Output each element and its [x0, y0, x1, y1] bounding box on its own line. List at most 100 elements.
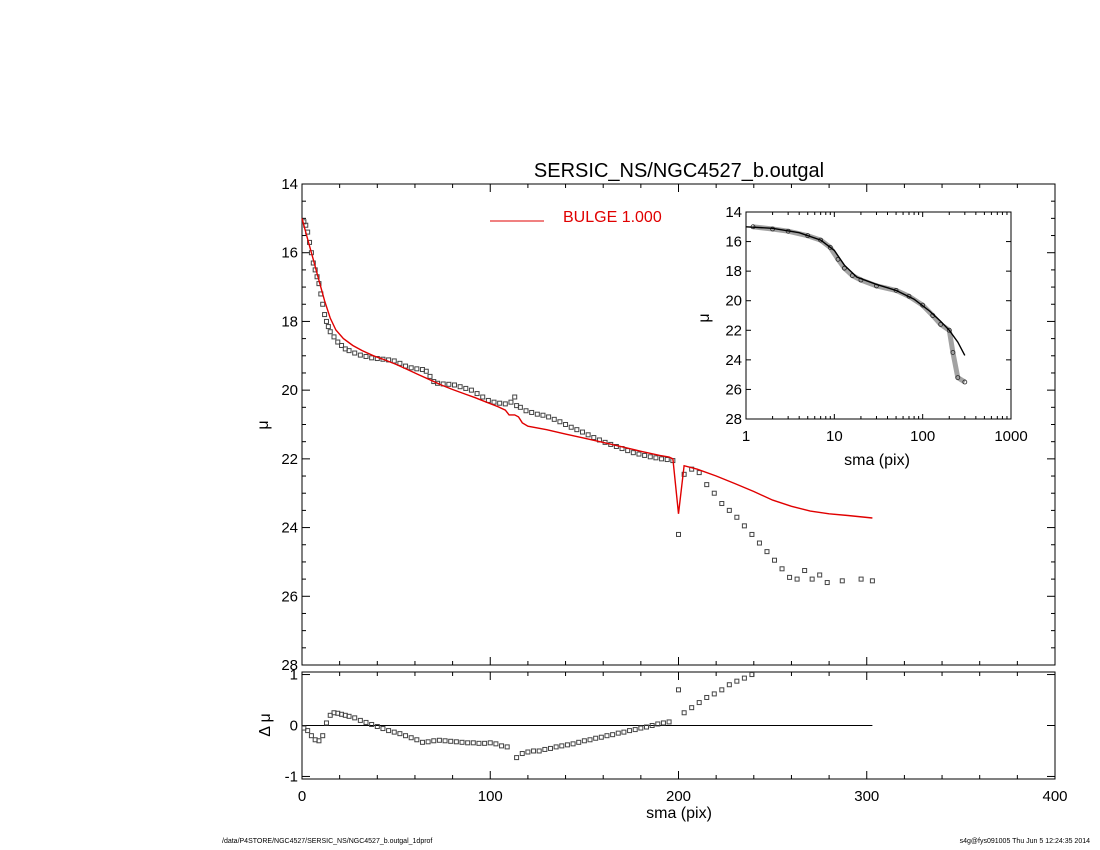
residual-data-point	[696, 700, 702, 706]
main-profile-panel: SERSIC_NS/NGC4527_b.outgal 14 16 18 20 22 24 2…	[255, 160, 1056, 674]
main-y-tick-label: 20	[281, 382, 298, 399]
residual-data-point	[519, 751, 525, 757]
residual-data-point	[681, 710, 687, 716]
main-data-point	[423, 368, 429, 374]
main-y-tick-label: 18	[281, 313, 298, 330]
inset-log-panel: 1 10 100 1000 14 16 18 20 22 24 26 28 μ sma (pix)	[696, 204, 1028, 469]
residual-data-point	[305, 728, 311, 734]
inset-x-tick-label: 10	[826, 428, 843, 445]
main-data-point	[325, 324, 331, 330]
main-y-tick-label: 22	[281, 451, 298, 468]
inset-axes: 1 10 100 1000 14 16 18 20 22 24 26 28	[725, 204, 1027, 445]
main-data-point	[474, 391, 480, 397]
main-data-point	[491, 399, 497, 405]
main-data-point	[579, 429, 585, 435]
residual-data-point	[419, 739, 425, 745]
main-axes: 14 16 18 20 22 24 26 28	[281, 176, 1056, 674]
main-data-point	[363, 353, 369, 359]
inset-y-tick-label: 24	[725, 352, 742, 369]
residual-data-point	[610, 732, 616, 738]
residual-data-point	[711, 691, 717, 697]
main-data-point	[331, 334, 337, 340]
inset-data-point	[827, 245, 833, 250]
main-y-tick-label: 14	[281, 176, 298, 193]
residual-data-point	[632, 727, 638, 733]
main-data-point	[563, 422, 569, 427]
main-data-point	[734, 514, 740, 520]
residual-data-point	[689, 705, 695, 711]
inset-y-tick-label: 26	[725, 381, 742, 398]
main-data-point	[391, 358, 397, 364]
residual-data-point	[493, 741, 499, 747]
main-data-point	[802, 568, 808, 574]
residual-data-point	[666, 719, 672, 725]
residual-data-point	[741, 675, 747, 681]
inset-series	[745, 224, 968, 385]
residual-x-tick-label: 300	[854, 788, 879, 805]
main-data-point	[540, 412, 546, 418]
residual-data-point	[559, 743, 565, 749]
residual-data-point	[542, 746, 548, 752]
residual-data-point	[316, 738, 322, 744]
residual-data-point	[352, 715, 358, 721]
main-data-point	[824, 580, 830, 586]
residual-data-point	[726, 682, 732, 688]
main-data-point	[551, 416, 557, 422]
residual-data-point	[504, 744, 510, 750]
residual-data-point	[403, 733, 409, 739]
residual-data-point	[704, 694, 710, 700]
inset-y-tick-label: 14	[725, 204, 742, 221]
main-data-point	[869, 578, 875, 584]
residual-data-point	[414, 737, 420, 743]
main-data-point	[369, 355, 375, 361]
main-data-point	[497, 400, 503, 406]
main-data-point	[625, 448, 631, 454]
main-data-point	[642, 452, 648, 458]
residual-data-point	[604, 733, 610, 739]
main-data-point	[794, 576, 800, 582]
residual-data-point	[564, 742, 570, 748]
footer-file-path: /data/P4STORE/NGC4527/SERSIC_NS/NGC4527_…	[222, 838, 433, 845]
residual-x-axis-label: sma (pix)	[646, 805, 712, 822]
residual-data-point	[487, 740, 493, 746]
residual-data-point	[499, 743, 505, 749]
residual-data-point	[643, 724, 649, 730]
main-data-point	[346, 348, 352, 354]
residual-x-tick-label: 200	[666, 788, 691, 805]
residual-data-point	[369, 721, 375, 727]
main-data-point	[749, 531, 755, 537]
residual-y-tick-label: 0	[290, 718, 298, 735]
residual-data-point	[323, 720, 329, 726]
main-data-point	[435, 380, 441, 386]
residual-x-tick-label: 0	[298, 788, 306, 805]
residual-y-axis-label: Δ μ	[257, 713, 274, 736]
residual-data-point	[719, 687, 725, 693]
residual-data-point	[547, 745, 553, 751]
main-data-point	[463, 385, 469, 391]
residual-data-point	[749, 672, 755, 678]
residual-data-point	[655, 721, 661, 727]
residual-data-point	[470, 740, 476, 746]
main-data-point	[741, 523, 747, 529]
main-data-point	[779, 566, 785, 572]
inset-y-tick-label: 16	[725, 234, 742, 251]
inset-data-point	[841, 265, 847, 271]
residual-data-point	[660, 720, 666, 726]
residual-data-point	[442, 738, 448, 744]
residual-data-point	[553, 744, 559, 750]
main-legend: BULGE 1.000	[490, 209, 662, 226]
main-data-point	[636, 451, 642, 457]
main-data-point	[468, 387, 474, 393]
residual-data-point	[514, 755, 520, 761]
residual-data-point	[448, 738, 454, 744]
residual-data-point	[734, 678, 740, 684]
residual-data-point	[482, 740, 488, 746]
main-data-point	[647, 454, 653, 460]
main-data-point	[681, 471, 687, 477]
residual-data-point	[531, 748, 537, 754]
residual-data-point	[576, 739, 582, 745]
residual-data-point	[627, 728, 633, 734]
residual-data-point	[386, 728, 392, 734]
inset-model-line	[745, 226, 966, 356]
inset-data-point	[946, 327, 952, 333]
